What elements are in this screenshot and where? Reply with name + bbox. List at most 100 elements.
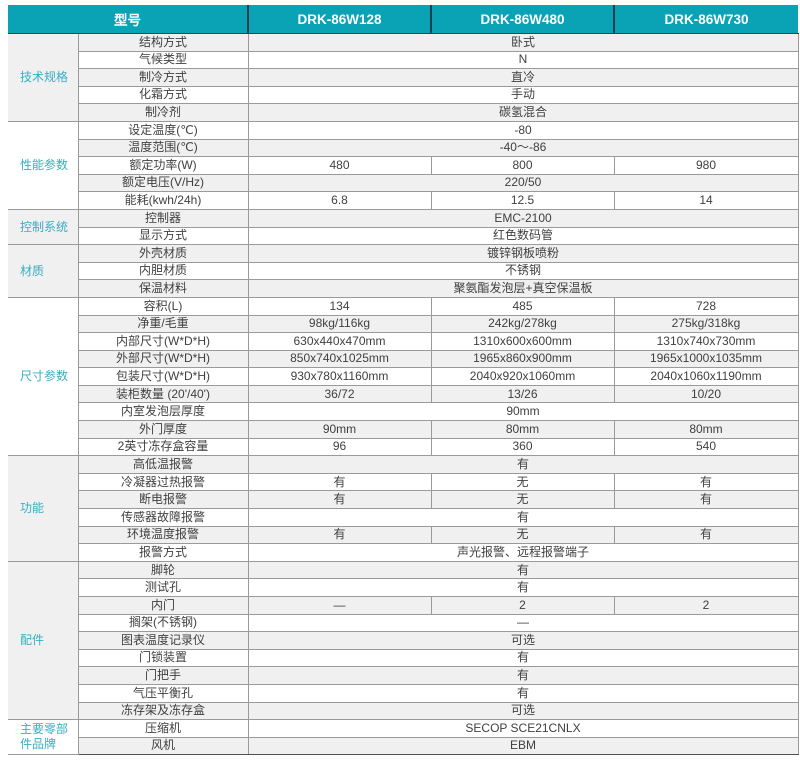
spec-value-cell: 360 (430, 437, 615, 457)
table-row: 保温材料 聚氨酯发泡层+真空保温板 (8, 279, 799, 298)
spec-value-cell: 80mm (613, 420, 799, 439)
section-group-label: 功能 (8, 455, 79, 562)
spec-value-cell: 2040x1060x1190mm (613, 367, 799, 386)
table-row: 门把手有 (8, 666, 799, 685)
table-row: 制冷剂 碳氢混合 (8, 103, 799, 122)
table-row: 温度范围(℃) -40～-86 (8, 138, 799, 158)
spec-label-cell: 风机 (77, 736, 249, 756)
table-row: 技术规格 结构方式 卧式 (8, 33, 799, 122)
spec-label-cell: 门锁装置 (77, 648, 249, 668)
table-row: 门锁装置有 (8, 648, 799, 668)
spec-value-cell: 10/20 (613, 384, 799, 404)
spec-label-cell: 内部尺寸(W*D*H) (77, 332, 249, 351)
spec-value-cell: 540 (613, 437, 799, 457)
spec-label-cell: 断电报警 (77, 490, 249, 510)
spec-value-merged-cell: 有 (247, 560, 799, 580)
table-row: 包装尺寸(W*D*H) 930x780x1160mm 2040x920x1060mm… (8, 367, 799, 386)
spec-label-cell: 能耗(kwh/24h) (77, 191, 249, 210)
spec-value-cell: 14 (613, 191, 799, 210)
spec-value-merged-cell: 碳氢混合 (247, 103, 799, 122)
spec-value-cell: 12.5 (430, 191, 615, 210)
spec-value-cell: 1965x1000x1035mm (613, 349, 799, 369)
spec-value-cell: 无 (430, 525, 615, 545)
spec-value-merged-cell: — (247, 613, 799, 633)
spec-value-merged-cell: 红色数码管 (247, 226, 799, 246)
spec-value-merged-cell: 声光报警、远程报警端子 (247, 543, 799, 562)
spec-label-cell: 脚轮 (77, 560, 249, 580)
spec-value-cell: 有 (613, 490, 799, 510)
table-row: 材质 外壳材质 镀锌钢板喷粉 (8, 244, 799, 298)
table-row: 内部尺寸(W*D*H) 630x440x470mm 1310x600x600mm 13… (8, 332, 799, 351)
spec-label-cell: 冷凝器过热报警 (77, 472, 249, 492)
spec-value-merged-cell: 有 (247, 648, 799, 668)
table-row: 能耗(kwh/24h) 6.8 12.5 14 (8, 191, 799, 210)
spec-label-cell: 包装尺寸(W*D*H) (77, 367, 249, 386)
spec-value-merged-cell: 不锈钢 (247, 261, 799, 281)
spec-value-cell: 728 (613, 296, 799, 316)
spec-value-merged-cell: -40～-86 (247, 138, 799, 158)
spec-value-cell: 485 (430, 296, 615, 316)
spec-value-merged-cell: 可选 (247, 701, 799, 721)
spec-value-cell: 1310x600x600mm (430, 332, 615, 351)
spec-value-cell: 36/72 (247, 384, 432, 404)
table-row: 性能参数 设定温度(℃) -80 (8, 120, 799, 210)
spec-label-cell: 测试孔 (77, 578, 249, 597)
spec-label-cell: 图表温度记录仪 (77, 631, 249, 650)
spec-label-cell: 高低温报警 (77, 455, 249, 474)
spec-value-cell: 1310x740x730mm (613, 332, 799, 351)
spec-value-cell: 80mm (430, 420, 615, 439)
spec-value-cell: 90mm (247, 420, 432, 439)
spec-value-cell: 98kg/116kg (247, 314, 432, 334)
table-row: 功能 高低温报警有 (8, 455, 799, 562)
spec-value-cell: 无 (430, 490, 615, 510)
spec-value-cell: 800 (430, 156, 615, 175)
section-group-label: 技术规格 (8, 33, 79, 122)
table-row: 外门厚度 90mm 80mm 80mm (8, 420, 799, 439)
spec-label-cell: 外门厚度 (77, 420, 249, 439)
table-row: 外部尺寸(W*D*H) 850x740x1025mm 1965x860x900mm 1… (8, 349, 799, 369)
table-row: 冷凝器过热报警有无有 (8, 472, 799, 492)
table-row: 气压平衡孔有 (8, 683, 799, 703)
table-row: 风机 EBM (8, 736, 799, 756)
spec-label-cell: 内门 (77, 596, 249, 615)
spec-label-cell: 压缩机 (77, 719, 249, 738)
header-model-drk-86w480: DRK-86W480 (430, 5, 614, 34)
spec-value-cell: 480 (247, 156, 432, 175)
spec-label-cell: 温度范围(℃) (77, 138, 249, 158)
spec-value-cell: 980 (613, 156, 799, 175)
spec-label-cell: 环境温度报警 (77, 525, 249, 545)
section-group-label: 材质 (8, 244, 79, 298)
table-row: 传感器故障报警有 (8, 508, 799, 527)
header-model-label: 型号 (8, 5, 248, 34)
spec-label-cell: 内胆材质 (77, 261, 249, 281)
spec-value-merged-cell: SECOP SCE21CNLX (247, 719, 799, 738)
spec-value-merged-cell: 有 (247, 508, 799, 527)
section-group-label: 控制系统 (8, 208, 79, 246)
spec-value-cell: — (247, 596, 432, 615)
table-row: 2英寸冻存盒容量 96 360 540 (8, 437, 799, 457)
spec-value-merged-cell: EMC-2100 (247, 208, 799, 228)
header-model-drk-86w730: DRK-86W730 (613, 5, 798, 34)
spec-label-cell: 冻存架及冻存盒 (77, 701, 249, 721)
spec-value-cell: 有 (247, 472, 432, 492)
table-row: 报警方式 声光报警、远程报警端子 (8, 543, 799, 562)
spec-label-cell: 额定功率(W) (77, 156, 249, 175)
spec-value-merged-cell: 镀锌钢板喷粉 (247, 244, 799, 263)
spec-label-cell: 化霜方式 (77, 85, 249, 105)
spec-label-cell: 报警方式 (77, 543, 249, 562)
spec-label-cell: 容积(L) (77, 296, 249, 316)
spec-label-cell: 气压平衡孔 (77, 683, 249, 703)
spec-label-cell: 保温材料 (77, 279, 249, 298)
table-row: 额定功率(W) 480 800 980 (8, 156, 799, 175)
spec-value-cell: 630x440x470mm (247, 332, 432, 351)
spec-value-cell: 1965x860x900mm (430, 349, 615, 369)
spec-label-cell: 制冷方式 (77, 68, 249, 87)
spec-label-cell: 装柜数量 (20'/40') (77, 384, 249, 404)
table-row: 显示方式 红色数码管 (8, 226, 799, 246)
spec-label-cell: 外壳材质 (77, 244, 249, 263)
table-row: 冻存架及冻存盒 可选 (8, 701, 799, 721)
spec-value-cell: 2040x920x1060mm (430, 367, 615, 386)
spec-value-cell: 242kg/278kg (430, 314, 615, 334)
spec-label-cell: 控制器 (77, 208, 249, 228)
spec-value-cell: 无 (430, 472, 615, 492)
